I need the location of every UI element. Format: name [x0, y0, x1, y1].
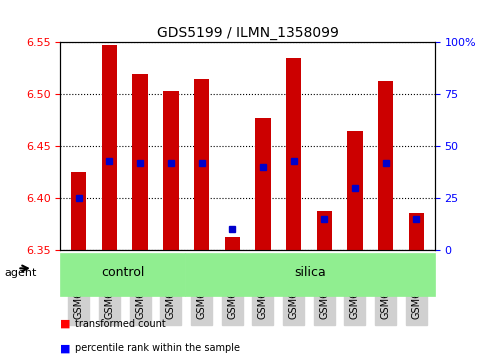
Bar [132, 74, 148, 250]
Text: ■: ■ [60, 319, 71, 329]
Bar [163, 91, 179, 250]
Bar [378, 81, 393, 250]
Bar [225, 237, 240, 250]
Text: control: control [101, 266, 144, 279]
Text: transformed count: transformed count [75, 319, 166, 329]
Title: GDS5199 / ILMN_1358099: GDS5199 / ILMN_1358099 [156, 26, 339, 40]
Text: agent: agent [5, 268, 37, 278]
Text: percentile rank within the sample: percentile rank within the sample [75, 343, 240, 353]
Bar [255, 118, 270, 250]
Bar [71, 172, 86, 250]
Bar [347, 131, 363, 250]
Bar [316, 211, 332, 250]
Bar [102, 45, 117, 250]
Text: ■: ■ [60, 343, 71, 353]
Text: silica: silica [294, 266, 326, 279]
Bar [194, 79, 209, 250]
Bar [286, 58, 301, 250]
Bar [409, 213, 424, 250]
